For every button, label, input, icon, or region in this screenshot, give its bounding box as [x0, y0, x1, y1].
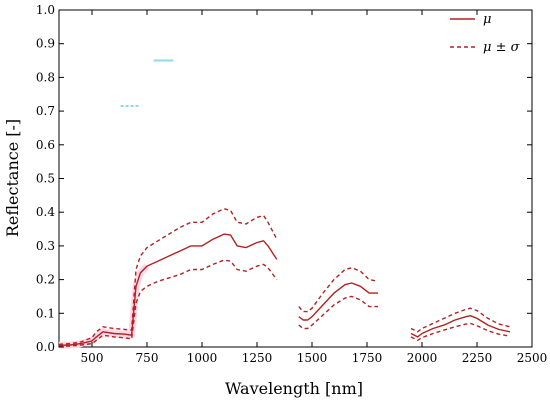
x-axis-label: Wavelength [nm] — [225, 379, 363, 398]
y-tick-label: 0.8 — [36, 70, 55, 84]
x-tick-label: 750 — [136, 351, 159, 365]
series-std-line-segment-0 — [58, 208, 278, 345]
plot-frame — [58, 9, 533, 348]
y-tick-label: 0.0 — [36, 340, 55, 354]
x-tick-label: 1750 — [352, 351, 383, 365]
legend: μ μ ± σ — [450, 12, 521, 55]
legend-label-std: μ ± σ — [483, 40, 521, 55]
y-tick-label: 0.4 — [36, 205, 55, 219]
legend-label-mean: μ — [483, 12, 491, 27]
series-std-line-segment-3 — [298, 295, 378, 330]
y-tick-label: 0.9 — [36, 37, 55, 51]
series-mean-line-segment-0 — [58, 233, 278, 346]
x-tick-label: 2250 — [462, 351, 493, 365]
series-mean-line-segment-2 — [410, 315, 511, 338]
series-std-line-segment-2 — [298, 267, 379, 313]
axis-ticks: 500 750 1000 1250 1500 1750 2000 2250 2500 0.0 0.1… — [36, 3, 547, 365]
y-tick-label: 0.3 — [36, 239, 55, 253]
series-std-line-segment-5 — [410, 322, 511, 341]
y-tick-label: 0.7 — [36, 104, 55, 118]
y-tick-label: 1.0 — [36, 3, 55, 17]
series-std-line-segment-1 — [58, 259, 278, 347]
plot-area — [58, 9, 533, 349]
x-tick-label: 1500 — [297, 351, 328, 365]
y-tick-label: 0.6 — [36, 138, 55, 152]
series-mean-line-segment-1 — [298, 282, 378, 321]
x-tick-label: 2000 — [407, 351, 438, 365]
x-tick-label: 1250 — [242, 351, 273, 365]
x-tick-label: 2500 — [517, 351, 548, 365]
x-tick-label: 500 — [81, 351, 104, 365]
y-axis-label: Reflectance [-] — [3, 119, 22, 237]
y-tick-label: 0.5 — [36, 172, 55, 186]
y-tick-label: 0.2 — [36, 273, 55, 287]
y-tick-label: 0.1 — [36, 306, 55, 320]
x-tick-label: 1000 — [187, 351, 218, 365]
